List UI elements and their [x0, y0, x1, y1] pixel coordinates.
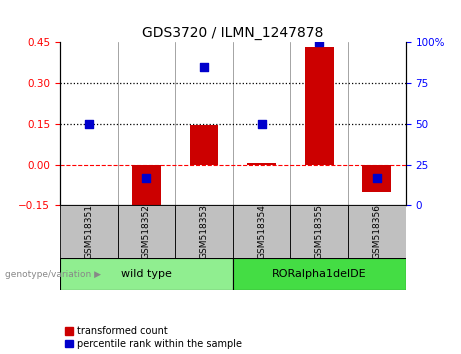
- Bar: [189, 125, 219, 165]
- Bar: [132, 165, 161, 211]
- Point: [258, 121, 266, 127]
- Point: [142, 175, 150, 181]
- Legend: transformed count, percentile rank within the sample: transformed count, percentile rank withi…: [65, 326, 242, 349]
- Bar: [305, 47, 334, 165]
- Text: GSM518355: GSM518355: [315, 204, 324, 259]
- Text: wild type: wild type: [121, 269, 172, 279]
- Point: [315, 40, 323, 45]
- Bar: [118, 205, 175, 258]
- Bar: [60, 258, 233, 290]
- Bar: [290, 205, 348, 258]
- Bar: [348, 205, 406, 258]
- Text: RORalpha1delDE: RORalpha1delDE: [272, 269, 366, 279]
- Text: GSM518354: GSM518354: [257, 204, 266, 259]
- Text: genotype/variation ▶: genotype/variation ▶: [5, 270, 100, 279]
- Title: GDS3720 / ILMN_1247878: GDS3720 / ILMN_1247878: [142, 26, 324, 40]
- Point: [85, 121, 92, 127]
- Point: [200, 64, 207, 70]
- Text: GSM518353: GSM518353: [200, 204, 208, 259]
- Bar: [247, 163, 276, 165]
- Bar: [233, 205, 290, 258]
- Text: GSM518351: GSM518351: [84, 204, 93, 259]
- Text: GSM518352: GSM518352: [142, 204, 151, 259]
- Bar: [175, 205, 233, 258]
- Bar: [60, 205, 118, 258]
- Point: [373, 175, 381, 181]
- Bar: [362, 165, 391, 192]
- Bar: [233, 258, 406, 290]
- Text: GSM518356: GSM518356: [372, 204, 381, 259]
